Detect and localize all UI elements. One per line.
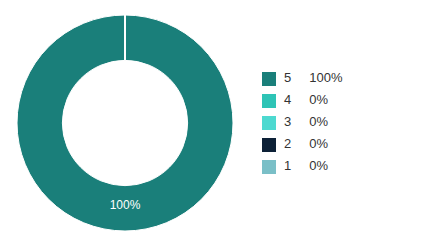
legend-category: 3 — [284, 114, 291, 129]
legend-label: 4 0% — [284, 92, 328, 107]
slice — [125, 15, 126, 60]
legend-swatch — [262, 94, 276, 108]
legend-item: 4 0% — [262, 92, 328, 108]
legend-category: 4 — [284, 92, 291, 107]
slice — [17, 15, 233, 231]
legend-item: 5 100% — [262, 70, 343, 86]
legend-swatch — [262, 116, 276, 130]
legend-label: 1 0% — [284, 158, 328, 173]
legend-item: 3 0% — [262, 114, 328, 130]
donut-label: 100% — [110, 198, 141, 212]
legend-item: 2 0% — [262, 136, 328, 152]
slice — [125, 15, 126, 60]
legend-swatch — [262, 72, 276, 86]
legend-value: 0% — [309, 114, 328, 129]
donut — [17, 15, 233, 231]
legend-swatch — [262, 160, 276, 174]
legend-label: 3 0% — [284, 114, 328, 129]
slice — [125, 15, 126, 60]
legend-category: 2 — [284, 136, 291, 151]
legend-value: 0% — [309, 92, 328, 107]
legend-category: 5 — [284, 70, 291, 85]
legend-value: 0% — [309, 136, 328, 151]
slice — [125, 15, 126, 60]
legend-value: 0% — [309, 158, 328, 173]
chart: 100% 5 100% 4 0% 3 0% 2 0% 1 0% — [0, 0, 443, 246]
legend-label: 2 0% — [284, 136, 328, 151]
legend: 5 100% 4 0% 3 0% 2 0% 1 0% — [262, 70, 343, 174]
legend-value: 100% — [309, 70, 343, 85]
legend-label: 5 100% — [284, 70, 343, 85]
legend-category: 1 — [284, 158, 291, 173]
legend-item: 1 0% — [262, 158, 328, 174]
legend-swatch — [262, 138, 276, 152]
